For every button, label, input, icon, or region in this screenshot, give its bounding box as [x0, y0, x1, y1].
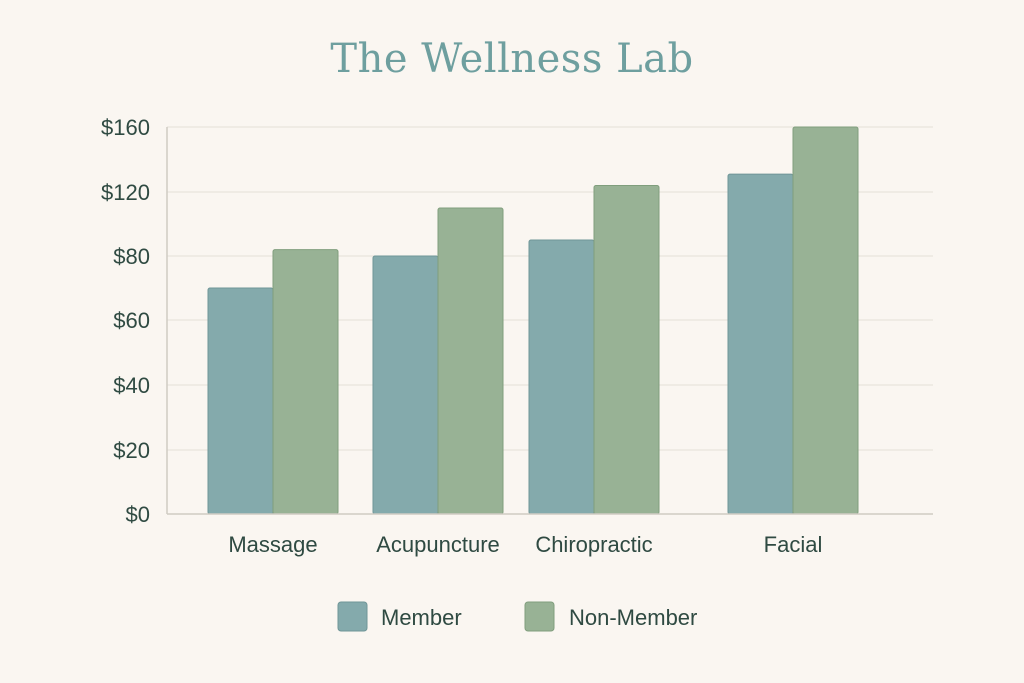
legend: Member Non-Member	[337, 601, 697, 632]
y-tick-label: $0	[126, 502, 150, 527]
bar-member-acupuncture	[372, 255, 439, 515]
legend-swatch	[337, 601, 368, 632]
labels: $0 $20 $40 $60 $80 $120 $160 Massage Acupuncture…	[101, 115, 822, 557]
chart-title: The Wellness Lab	[330, 36, 694, 82]
bar-member-chiropractic	[528, 239, 595, 515]
legend-label: Member	[381, 605, 462, 630]
legend-swatch	[524, 601, 555, 632]
x-category-label: Chiropractic	[535, 532, 652, 557]
x-category-label: Massage	[228, 532, 317, 557]
y-tick-label: $120	[101, 180, 150, 205]
x-category-label: Acupuncture	[376, 532, 500, 557]
y-tick-label: $160	[101, 115, 150, 140]
bar-non-member-massage	[272, 249, 339, 515]
bar-non-member-chiropractic	[593, 185, 660, 515]
y-tick-label: $60	[113, 308, 150, 333]
x-category-label: Facial	[764, 532, 823, 557]
y-tick-label: $40	[113, 373, 150, 398]
legend-label: Non-Member	[569, 605, 697, 630]
bars	[207, 126, 859, 515]
bar-non-member-acupuncture	[437, 207, 504, 515]
y-tick-label: $20	[113, 438, 150, 463]
bar-non-member-facial	[792, 126, 859, 515]
axes	[166, 127, 933, 515]
bar-member-facial	[727, 173, 794, 515]
y-tick-label: $80	[113, 244, 150, 269]
bar-member-massage	[207, 287, 274, 515]
